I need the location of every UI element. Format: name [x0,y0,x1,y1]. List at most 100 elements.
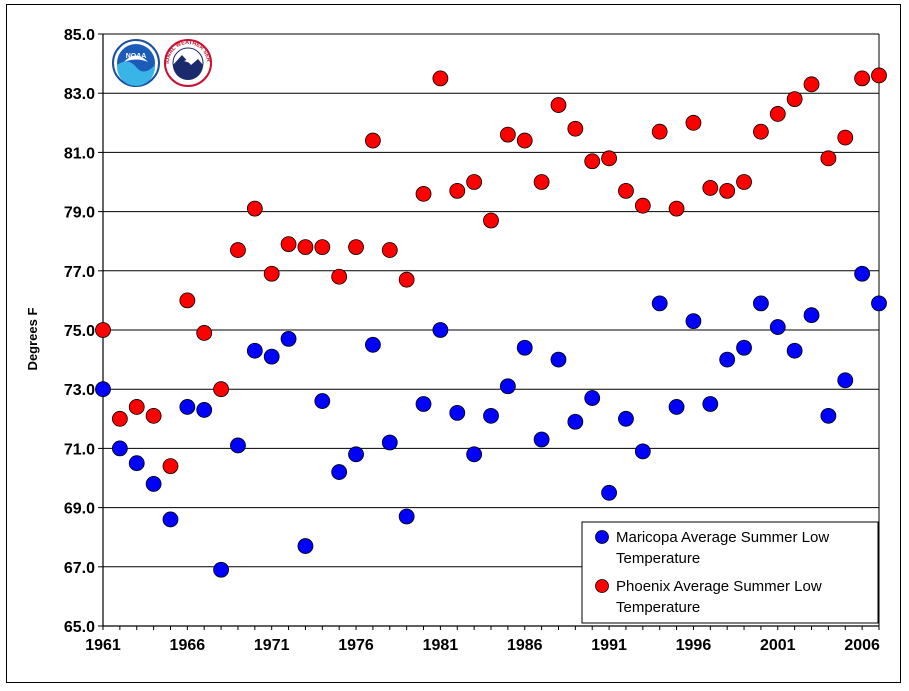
data-point-phoenix [230,242,246,258]
data-point-maricopa [365,336,381,353]
data-point-maricopa [854,265,871,282]
data-point-phoenix [314,239,331,256]
data-point-maricopa [736,339,752,356]
y-tick-label: 85.0 [64,27,95,44]
series-maricopa [95,265,887,578]
data-point-phoenix [618,182,634,199]
data-point-maricopa [567,413,584,430]
data-point-phoenix [263,265,280,282]
data-point-maricopa [348,446,364,463]
data-point-phoenix [837,129,854,146]
data-point-phoenix [432,70,449,87]
y-tick-label: 77.0 [64,264,95,281]
data-point-maricopa [668,399,685,415]
data-point-maricopa [196,402,213,418]
data-point-phoenix [820,150,837,167]
data-point-phoenix [601,150,617,167]
y-axis-label: Degrees F [25,308,40,371]
data-point-phoenix [449,182,466,199]
y-tick-label: 69.0 [64,501,95,518]
data-point-maricopa [769,319,786,335]
x-axis-tick-labels: 1961 1966 1971 1976 1981 1986 1991 1996 2001 2006 [85,626,880,654]
data-point-phoenix [111,410,128,427]
data-point-maricopa [634,443,651,460]
data-point-maricopa [466,446,483,463]
data-point-maricopa [584,390,601,406]
data-point-maricopa [499,378,516,395]
data-point-phoenix [280,236,297,253]
noaa-logo-icon: NOAA [112,39,160,87]
y-tick-label: 81.0 [64,145,95,162]
nws-logo-icon: NATIONAL WEATHER SERVICE [164,39,212,87]
data-point-phoenix [381,242,398,258]
y-axis-tick-labels: 65.0 67.0 69.0 71.0 73.0 75.0 77.0 79.0 81.0 83.0… [64,27,103,636]
data-point-phoenix [753,123,769,140]
data-point-phoenix [702,180,719,196]
data-point-phoenix [162,458,179,475]
grid-lines [103,33,879,627]
agency-logos: NOAA NATIONAL WEATHER SERVICE [112,39,212,87]
y-tick-label: 83.0 [64,86,95,103]
chart-frame: 65.0 67.0 69.0 71.0 73.0 75.0 77.0 79.0 81.0 83.0… [6,4,901,683]
data-point-maricopa [871,295,887,312]
x-tick-label: 1966 [170,637,206,654]
data-point-maricopa [702,396,719,412]
data-point-maricopa [803,307,820,324]
data-point-phoenix [196,325,213,341]
data-point-phoenix [685,114,702,131]
x-tick-label: 1981 [423,637,459,654]
legend-marker-phoenix [595,579,609,593]
data-point-maricopa [230,437,246,454]
data-point-maricopa [685,313,702,330]
data-point-phoenix [584,153,601,170]
data-point-phoenix [246,200,263,217]
data-point-maricopa [145,476,162,492]
data-point-phoenix [499,126,516,143]
data-point-phoenix [95,322,111,338]
data-point-phoenix [634,197,651,214]
data-point-maricopa [280,330,297,347]
data-point-phoenix [415,185,432,202]
data-point-phoenix [533,174,550,190]
data-point-phoenix [719,182,736,199]
data-point-phoenix [483,212,499,229]
data-point-phoenix [128,399,145,415]
data-point-maricopa [246,342,263,359]
data-point-phoenix [854,70,871,87]
data-point-maricopa [314,393,331,409]
legend: Maricopa Average Summer Low Temperature … [581,521,879,624]
data-point-phoenix [331,268,348,285]
data-point-maricopa [179,399,196,415]
data-point-phoenix [297,239,314,256]
data-point-maricopa [415,396,432,412]
x-tick-label: 1961 [85,637,121,654]
x-tick-label: 1986 [507,637,543,654]
data-point-phoenix [348,239,364,256]
data-point-phoenix [871,67,887,84]
data-point-maricopa [651,295,668,312]
data-point-maricopa [95,381,111,398]
data-points [95,67,887,578]
data-point-phoenix [736,174,752,190]
data-point-phoenix [567,120,584,137]
y-tick-label: 71.0 [64,441,95,458]
y-tick-label: 65.0 [64,619,95,636]
data-point-phoenix [516,132,533,149]
data-point-maricopa [786,342,803,359]
x-tick-label: 1976 [338,637,374,654]
x-tick-label: 1971 [254,637,290,654]
data-point-maricopa [719,351,736,368]
data-point-maricopa [483,407,499,424]
noaa-logo-text: NOAA [126,53,147,60]
x-tick-label: 2006 [844,637,880,654]
x-tick-label: 1996 [676,637,712,654]
data-point-phoenix [769,106,786,122]
data-point-phoenix [550,97,567,113]
data-point-maricopa [550,351,567,368]
y-tick-label: 75.0 [64,323,95,340]
data-point-phoenix [145,407,162,424]
legend-label-phoenix-line2: Temperature [616,599,700,616]
data-point-phoenix [213,381,229,398]
data-point-maricopa [753,295,769,312]
data-point-maricopa [263,348,280,365]
